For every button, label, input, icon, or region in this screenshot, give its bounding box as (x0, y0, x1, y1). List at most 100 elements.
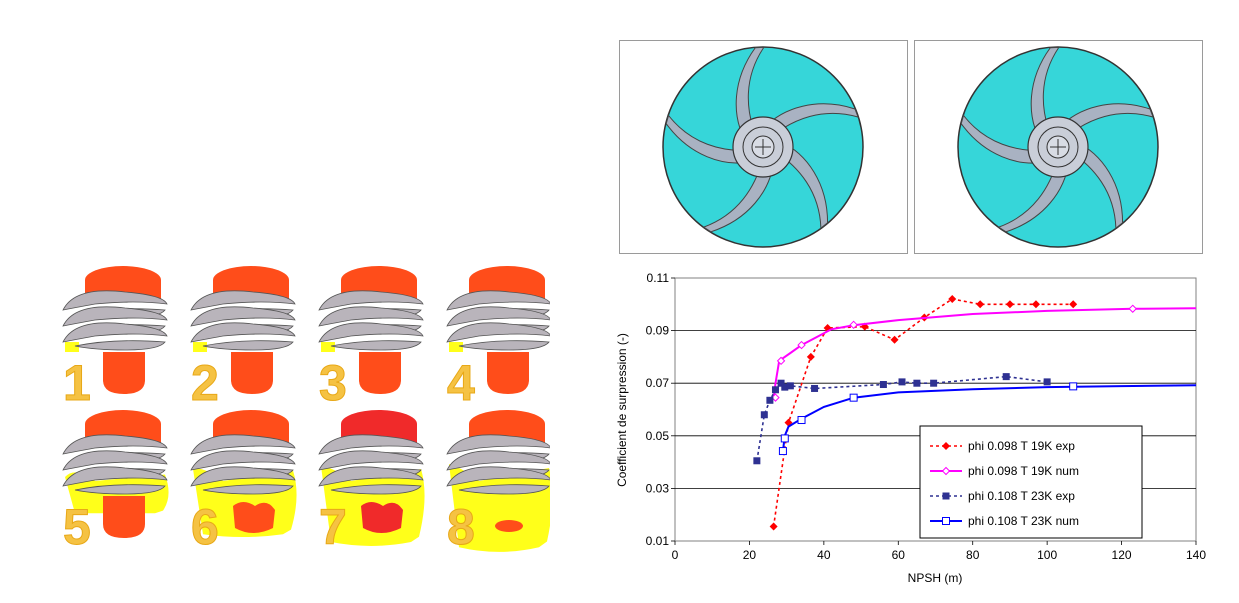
inducer-blade (74, 340, 166, 351)
inducer-blade (190, 450, 296, 471)
data-point (1031, 300, 1040, 309)
legend: phi 0.098 T 19K exp phi 0.098 T 19K num ph… (919, 425, 1143, 539)
data-point (780, 434, 789, 443)
data-point (1005, 300, 1014, 309)
inducer-panel-4: 4 (446, 266, 550, 412)
legend-marker (942, 442, 950, 450)
data-point (776, 356, 786, 366)
x-tick-label: 80 (966, 548, 980, 562)
legend-label: phi 0.098 T 19K exp (968, 439, 1075, 453)
series-line (772, 298, 1074, 527)
inducer-nose (361, 502, 403, 533)
inducer-blade (190, 466, 296, 487)
cavity-region (65, 342, 79, 352)
impeller-blade (997, 159, 1070, 233)
data-point (777, 379, 785, 387)
inducer-panels: 1 2 3 4 5 6 7 8 (62, 266, 550, 556)
inducer-blade (202, 484, 294, 495)
data-point (771, 393, 780, 402)
inducer-blade (318, 450, 424, 471)
y-tick-label: 0.05 (646, 429, 670, 443)
data-point (769, 522, 778, 531)
inducer-blade (446, 306, 550, 327)
data-point (771, 386, 779, 394)
inducer-label-8: 8 (447, 499, 475, 555)
series-2 (771, 304, 1197, 402)
data-point (766, 396, 774, 404)
y-tick-label: 0.07 (646, 376, 670, 390)
cavity-region (449, 342, 463, 352)
inducer-panel-7: 7 (318, 410, 425, 556)
inducer-blade (190, 434, 296, 455)
x-tick-label: 60 (892, 548, 906, 562)
data-point (930, 379, 938, 387)
inducer-blade (330, 340, 422, 351)
inducer-label-5: 5 (63, 499, 91, 555)
inducer-blade (446, 450, 550, 471)
data-point (1069, 300, 1078, 309)
inducer-blade (318, 434, 424, 455)
impeller-blade (960, 114, 1048, 164)
data-point (1128, 304, 1137, 313)
impeller-blade (1057, 103, 1154, 138)
cavity-region (193, 342, 207, 352)
legend-item-2: phi 0.098 T 19K num (930, 464, 1079, 478)
inducer-label-1: 1 (63, 355, 91, 411)
inducer-blade (318, 290, 424, 311)
data-point (1043, 378, 1051, 386)
legend-label: phi 0.098 T 19K num (968, 464, 1079, 478)
y-tick-labels: 0.01 0.03 0.05 0.07 0.09 0.11 (646, 271, 670, 548)
inducer-blade (190, 322, 296, 343)
data-point (1002, 373, 1010, 381)
inducer-blade (446, 434, 550, 455)
inducer-panel-2: 2 (190, 266, 296, 412)
cavity-region (321, 342, 335, 352)
hub-ring (1037, 126, 1079, 168)
impeller-blade (762, 103, 859, 138)
data-point (753, 457, 761, 465)
data-point (849, 320, 858, 330)
inducer-label-3: 3 (319, 355, 347, 411)
data-point (849, 393, 858, 402)
legend-item-1: phi 0.098 T 19K exp (930, 439, 1075, 453)
data-point (778, 447, 787, 456)
inducer-nose (103, 352, 145, 394)
data-point (879, 381, 887, 389)
impeller-blade (735, 46, 765, 143)
inducer-blade (446, 466, 550, 487)
inducer-blade (62, 322, 168, 343)
data-point (898, 378, 906, 386)
x-axis-label: NPSH (m) (908, 571, 963, 585)
inducer-blade (318, 466, 424, 487)
legend-marker (942, 517, 950, 525)
inducer-blade (202, 340, 294, 351)
data-point (781, 383, 789, 391)
legend-item-3: phi 0.108 T 23K exp (930, 489, 1075, 503)
y-tick-label: 0.03 (646, 481, 670, 495)
series-3 (753, 373, 1051, 465)
data-point (913, 379, 921, 387)
inducer-blade (446, 322, 550, 343)
inducer-blade (318, 306, 424, 327)
impeller-view-right (914, 40, 1203, 254)
inducer-blade (330, 484, 422, 495)
inducer-nose (233, 502, 275, 533)
series-1 (769, 295, 1078, 531)
inducer-blade (62, 450, 168, 471)
impeller-blade (702, 159, 775, 233)
inducer-label-6: 6 (191, 499, 219, 555)
inducer-blade (74, 484, 166, 495)
inducer-label-7: 7 (319, 499, 347, 555)
hub-cross (1050, 139, 1066, 155)
npsh-chart: 0.01 0.03 0.05 0.07 0.09 0.11 0 20 40 60 80 100 120… (615, 271, 1206, 585)
x-tick-label: 40 (817, 548, 831, 562)
hub-cross (755, 139, 771, 155)
impeller-image-left (662, 46, 864, 248)
series-4 (778, 382, 1197, 456)
x-tick-label: 140 (1186, 548, 1206, 562)
data-point (786, 382, 794, 390)
inducer-label-2: 2 (191, 355, 219, 411)
series-group (753, 295, 1197, 531)
y-tick-label: 0.11 (647, 271, 670, 285)
impeller-blade (665, 114, 753, 164)
